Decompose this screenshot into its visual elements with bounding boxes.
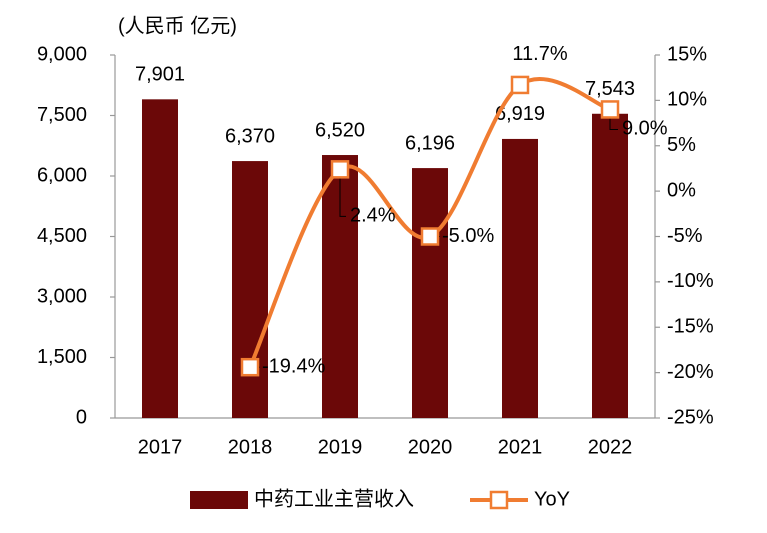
yoy-value-label: -19.4% [262, 355, 326, 377]
yoy-value-label: 9.0% [622, 118, 668, 140]
y2-tick-label: 15% [667, 43, 707, 65]
y-tick-label: 1,500 [37, 346, 87, 368]
y-tick-label: 6,000 [37, 164, 87, 186]
y-tick-label: 3,000 [37, 285, 87, 307]
y2-tick-label: -5% [667, 225, 703, 247]
bar-value-label: 6,919 [495, 103, 545, 125]
yoy-value-label: 2.4% [350, 205, 396, 227]
y2-tick-label: 10% [667, 89, 707, 111]
y-tick-label: 0 [76, 406, 87, 428]
bar-value-label: 7,901 [135, 64, 185, 86]
y2-tick-label: -15% [667, 316, 714, 338]
y2-tick-label: -25% [667, 406, 714, 428]
x-tick-label: 2019 [318, 436, 363, 458]
bar-value-label: 6,520 [315, 119, 365, 141]
bar [412, 168, 448, 418]
yoy-value-label: -5.0% [442, 225, 494, 247]
y-tick-label: 4,500 [37, 225, 87, 247]
yoy-value-label: 11.7% [512, 43, 567, 65]
legend-swatch [190, 491, 248, 509]
legend-label: 中药工业主营收入 [254, 487, 414, 510]
y-tick-label: 9,000 [37, 43, 87, 65]
yoy-marker [240, 357, 260, 377]
yoy-marker [600, 100, 620, 119]
y-tick-label: 7,500 [37, 104, 87, 126]
y2-tick-label: 0% [667, 179, 696, 201]
bar-value-label: 7,543 [585, 78, 635, 100]
yoy-marker [330, 160, 350, 179]
legend-label: YoY [534, 488, 570, 510]
leader-line [339, 169, 346, 217]
y2-tick-label: -20% [667, 361, 714, 383]
legend-marker [489, 490, 509, 510]
x-tick-label: 2020 [408, 436, 453, 458]
x-tick-label: 2017 [138, 436, 183, 458]
unit-label: (人民币 亿元) [118, 14, 237, 37]
x-tick-label: 2022 [588, 436, 633, 458]
bar [502, 138, 538, 419]
yoy-marker [420, 227, 440, 246]
y2-tick-label: 5% [667, 134, 696, 156]
yoy-marker [510, 75, 530, 95]
bar-value-label: 6,196 [405, 132, 455, 154]
x-tick-label: 2021 [498, 436, 543, 458]
bar [142, 99, 178, 419]
x-tick-label: 2018 [228, 436, 273, 458]
bar [232, 161, 268, 418]
y2-tick-label: -10% [667, 270, 714, 292]
bar [592, 113, 628, 419]
bar-value-label: 6,370 [225, 125, 275, 147]
